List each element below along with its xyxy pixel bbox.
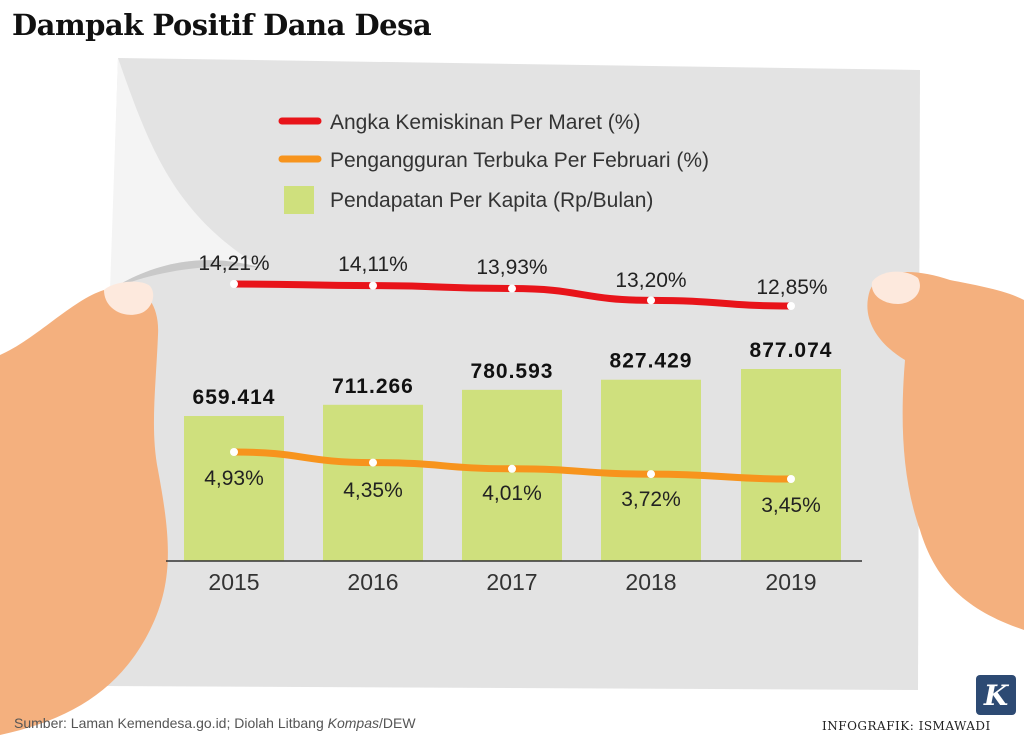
income-value-label-2018: 827.429 xyxy=(610,350,693,373)
unemployment-point-2016 xyxy=(369,458,377,467)
poverty-point-2017 xyxy=(508,284,516,293)
unemployment-value-label-2017: 4,01% xyxy=(482,482,542,505)
unemployment-point-2019 xyxy=(787,475,795,483)
unemployment-value-label-2016: 4,35% xyxy=(343,479,403,502)
page-title: Dampak Positif Dana Desa xyxy=(12,8,432,42)
income-bar-2019 xyxy=(741,369,841,561)
poverty-value-label-2017: 13,93% xyxy=(476,256,547,279)
x-tick-label-2018: 2018 xyxy=(625,569,676,595)
unemployment-point-2017 xyxy=(508,464,516,473)
kompas-logo: K xyxy=(976,675,1016,715)
poverty-point-2016 xyxy=(369,281,377,290)
x-tick-label-2019: 2019 xyxy=(765,569,816,595)
source-note: Sumber: Laman Kemendesa.go.id; Diolah Li… xyxy=(14,715,416,731)
poverty-point-2019 xyxy=(787,302,795,310)
income-value-label-2017: 780.593 xyxy=(471,360,554,383)
unemployment-point-2018 xyxy=(647,470,655,479)
infographic-credit: INFOGRAFIK: ISMAWADI xyxy=(822,719,991,733)
poverty-value-label-2015: 14,21% xyxy=(198,252,269,275)
source-suffix: /DEW xyxy=(379,715,416,731)
source-italic: Kompas xyxy=(327,715,379,731)
poverty-value-label-2016: 14,11% xyxy=(338,253,408,276)
legend-label-poverty: Angka Kemiskinan Per Maret (%) xyxy=(330,111,640,134)
poverty-point-2018 xyxy=(647,296,655,305)
unemployment-point-2015 xyxy=(230,448,238,456)
legend-label-unemployment: Pengangguran Terbuka Per Februari (%) xyxy=(330,149,709,172)
legend: Angka Kemiskinan Per Maret (%) Penganggu… xyxy=(278,111,709,214)
income-value-label-2016: 711.266 xyxy=(332,375,414,398)
left-hand xyxy=(0,281,168,735)
legend-swatch-income xyxy=(284,186,314,214)
legend-label-income: Pendapatan Per Kapita (Rp/Bulan) xyxy=(330,189,653,212)
poverty-point-2015 xyxy=(230,280,238,288)
unemployment-value-label-2019: 3,45% xyxy=(761,494,821,517)
logo-letter: K xyxy=(983,679,1010,712)
right-hand xyxy=(867,271,1024,630)
x-tick-label-2016: 2016 xyxy=(347,569,398,595)
poverty-value-label-2019: 12,85% xyxy=(756,276,827,299)
source-prefix: Sumber: Laman Kemendesa.go.id; Diolah Li… xyxy=(14,715,328,731)
income-bar-2016 xyxy=(323,404,423,561)
x-tick-label-2015: 2015 xyxy=(208,569,259,595)
unemployment-value-label-2018: 3,72% xyxy=(621,488,681,511)
paper-curl-shadow xyxy=(110,260,262,290)
paper-sheet xyxy=(98,58,920,690)
income-value-label-2019: 877.074 xyxy=(750,339,833,362)
poverty-value-label-2018: 13,20% xyxy=(615,269,686,292)
paper-curl xyxy=(110,58,262,290)
income-value-label-2015: 659.414 xyxy=(193,386,276,409)
x-tick-label-2017: 2017 xyxy=(486,569,537,595)
unemployment-value-label-2015: 4,93% xyxy=(204,467,264,490)
income-bar-2015 xyxy=(184,416,284,561)
income-bar-2017 xyxy=(462,389,562,561)
